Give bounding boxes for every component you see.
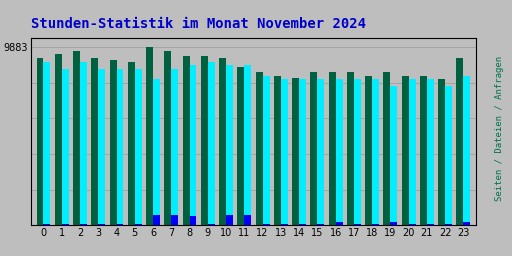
Bar — [153, 79, 160, 225]
Bar — [98, 69, 105, 225]
Bar — [292, 78, 299, 225]
Bar — [281, 223, 288, 225]
Bar — [463, 76, 471, 225]
Bar — [201, 56, 208, 225]
Bar — [91, 58, 98, 225]
Bar — [317, 223, 324, 225]
Bar — [365, 76, 372, 225]
Bar — [226, 215, 233, 225]
Bar — [372, 223, 379, 225]
Bar — [390, 87, 397, 225]
Bar — [172, 215, 178, 225]
Bar — [263, 76, 269, 225]
Bar — [135, 69, 142, 225]
Bar — [427, 223, 434, 225]
Bar — [226, 65, 233, 225]
Bar — [255, 72, 263, 225]
Bar — [98, 223, 105, 225]
Text: Stunden-Statistik im Monat November 2024: Stunden-Statistik im Monat November 2024 — [31, 17, 366, 31]
Bar — [55, 55, 62, 225]
Bar — [208, 223, 215, 225]
Bar — [263, 223, 269, 225]
Bar — [172, 69, 178, 225]
Bar — [354, 223, 361, 225]
Bar — [117, 223, 123, 225]
Bar — [164, 51, 172, 225]
Bar — [390, 222, 397, 225]
Bar — [208, 61, 215, 225]
Bar — [274, 76, 281, 225]
Bar — [354, 79, 361, 225]
Bar — [146, 47, 153, 225]
Bar — [244, 215, 251, 225]
Bar — [153, 215, 160, 225]
Bar — [238, 67, 244, 225]
Bar — [36, 58, 44, 225]
Bar — [299, 79, 306, 225]
Bar — [117, 69, 123, 225]
Bar — [456, 58, 463, 225]
Bar — [335, 79, 343, 225]
Bar — [80, 223, 87, 225]
Bar — [409, 223, 416, 225]
Bar — [219, 58, 226, 225]
Bar — [438, 79, 445, 225]
Bar — [244, 65, 251, 225]
Text: Seiten / Dateien / Anfragen: Seiten / Dateien / Anfragen — [495, 56, 504, 200]
Bar — [317, 79, 324, 225]
Bar — [420, 76, 427, 225]
Bar — [62, 223, 69, 225]
Bar — [80, 61, 87, 225]
Bar — [110, 60, 117, 225]
Bar — [128, 61, 135, 225]
Bar — [44, 61, 51, 225]
Bar — [44, 223, 51, 225]
Bar — [409, 79, 416, 225]
Bar — [310, 72, 317, 225]
Bar — [62, 69, 69, 225]
Bar — [189, 216, 197, 225]
Bar — [281, 79, 288, 225]
Bar — [189, 65, 197, 225]
Bar — [427, 79, 434, 225]
Bar — [73, 51, 80, 225]
Bar — [445, 223, 452, 225]
Bar — [329, 72, 335, 225]
Bar — [445, 87, 452, 225]
Bar — [183, 56, 189, 225]
Bar — [335, 222, 343, 225]
Bar — [135, 223, 142, 225]
Bar — [402, 76, 409, 225]
Bar — [463, 222, 471, 225]
Bar — [347, 72, 354, 225]
Bar — [383, 72, 390, 225]
Bar — [372, 79, 379, 225]
Bar — [299, 223, 306, 225]
